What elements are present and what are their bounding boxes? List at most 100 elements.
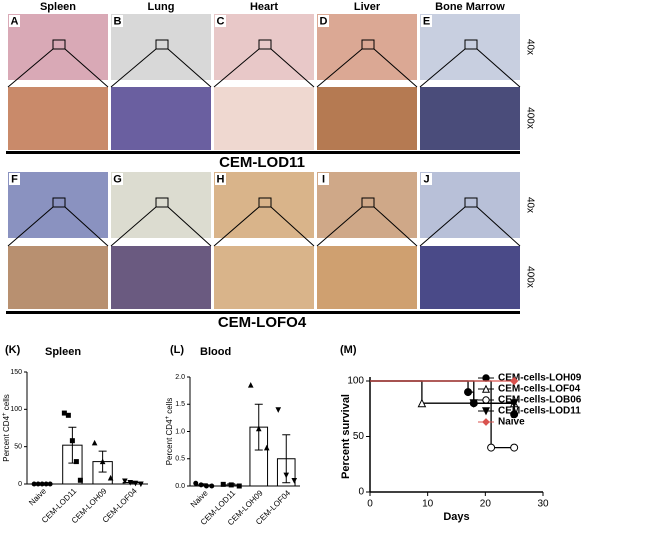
marker — [481, 384, 491, 393]
x-tick-label: 0 — [367, 499, 373, 510]
marker — [77, 477, 83, 483]
y-tick-label: 0.5 — [175, 456, 185, 463]
marker — [193, 480, 199, 486]
marker — [228, 482, 234, 488]
x-axis-label: Days — [443, 511, 469, 523]
histology-zoom — [111, 87, 211, 150]
marker — [482, 396, 490, 404]
y-axis-label: Percent CD4+ cells — [2, 394, 12, 462]
panel-letter: C — [217, 15, 225, 27]
x-tick-label: 30 — [537, 499, 549, 510]
marker — [198, 482, 204, 488]
x-tick-label: 20 — [480, 499, 492, 510]
letter-bg — [112, 173, 123, 185]
marker — [69, 438, 75, 444]
zoom-line — [373, 206, 418, 247]
panel-letter: A — [11, 15, 19, 27]
histology-overview — [420, 172, 520, 238]
marker — [263, 444, 270, 451]
y-tick-label: 50 — [14, 444, 22, 451]
legend-label: CEM-cells-LOD11 — [498, 406, 581, 417]
panel-letter: H — [217, 173, 225, 185]
legend-label: CEM-cells-LOF04 — [498, 384, 581, 395]
x-tick-label: 10 — [422, 499, 434, 510]
zoom-line — [213, 206, 260, 247]
histology-overview — [111, 172, 211, 238]
marker — [122, 478, 128, 485]
histology-zoom — [317, 246, 417, 309]
y-axis-label: Percent CD4+ cells — [165, 398, 175, 466]
legend-label: CEM-cells-LOH09 — [498, 373, 582, 384]
panel-label: (M) — [340, 344, 357, 356]
letter-bg — [318, 173, 329, 185]
zoom-line — [7, 48, 54, 88]
zoom-box — [52, 197, 66, 208]
zoom-box — [464, 197, 478, 208]
y-tick-label: 0 — [18, 481, 22, 488]
histology-overview — [317, 172, 417, 238]
marker — [482, 418, 490, 426]
x-tick-label: Naive — [27, 486, 48, 507]
letter-bg — [215, 173, 226, 185]
zoom-line — [64, 206, 109, 247]
zoom-line — [476, 206, 521, 247]
y-tick-label: 2.0 — [175, 374, 185, 381]
histology-overview — [8, 172, 108, 238]
marker — [417, 398, 427, 408]
magnification: 400x — [524, 107, 535, 129]
y-label-text: Percent CD4 — [2, 415, 11, 461]
zoom-line — [64, 48, 109, 88]
tissue-header: Bone Marrow — [435, 1, 505, 13]
histology-zoom — [420, 246, 520, 309]
tissue-header: Heart — [250, 1, 278, 13]
marker — [487, 443, 496, 452]
histology-zoom — [317, 87, 417, 150]
histology-zoom — [8, 246, 108, 309]
y-tick-label: 1.0 — [175, 428, 185, 435]
marker — [132, 480, 139, 487]
x-tick-label: Naive — [189, 488, 210, 509]
histology-zoom — [214, 246, 314, 309]
zoom-box — [361, 39, 375, 50]
marker — [91, 439, 98, 446]
group-label: CEM-LOFO4 — [218, 314, 307, 331]
panel-letter: B — [114, 15, 122, 27]
histology-overview — [420, 14, 520, 80]
zoom-box — [155, 39, 169, 50]
letter-bg — [9, 15, 20, 27]
histology-zoom — [111, 246, 211, 309]
histology-zoom — [214, 87, 314, 150]
magnification: 40x — [524, 39, 535, 55]
tissue-header: Lung — [148, 1, 175, 13]
magnification: 40x — [524, 197, 535, 213]
histology-overview — [8, 14, 108, 80]
zoom-line — [213, 48, 260, 88]
y-label-rest: cells — [2, 394, 11, 412]
zoom-line — [476, 48, 521, 88]
y-tick-label: 0 — [358, 487, 364, 498]
letter-bg — [215, 15, 226, 27]
marker — [73, 459, 79, 465]
zoom-line — [316, 48, 363, 88]
y-tick-label: 0.0 — [175, 483, 185, 490]
zoom-box — [361, 197, 375, 208]
y-label-text: Percent CD4 — [165, 419, 174, 465]
marker — [291, 478, 298, 484]
zoom-line — [167, 206, 212, 247]
zoom-line — [419, 206, 466, 247]
panel-letter: F — [11, 173, 18, 185]
marker — [236, 483, 242, 489]
tissue-header: Spleen — [40, 1, 76, 13]
panel-letter: I — [322, 173, 325, 185]
marker — [127, 480, 134, 486]
marker — [47, 481, 53, 487]
legend-label: Naive — [498, 417, 525, 428]
marker — [203, 483, 209, 489]
marker — [509, 399, 519, 408]
histology-overview — [214, 172, 314, 238]
panel-letter: E — [423, 15, 430, 27]
marker — [209, 483, 215, 489]
letter-bg — [9, 173, 20, 185]
marker — [65, 412, 71, 418]
